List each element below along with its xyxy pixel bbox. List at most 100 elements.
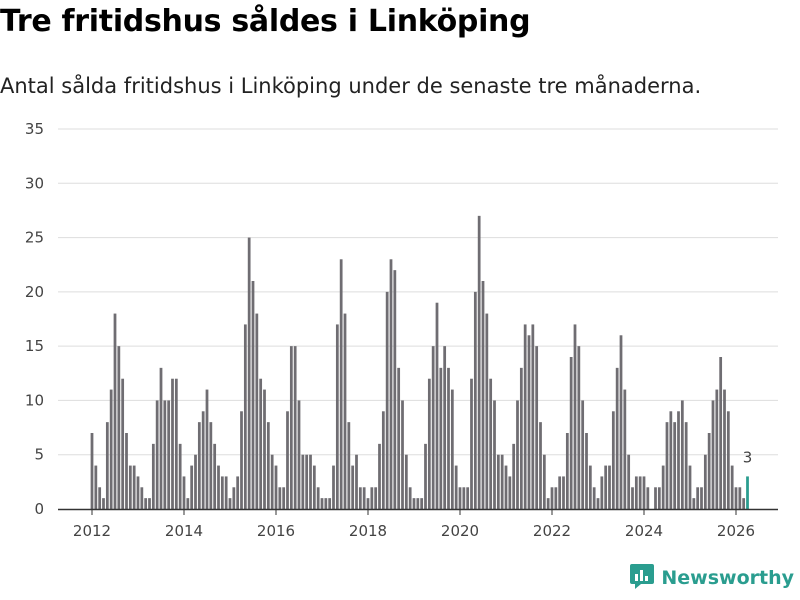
bar	[458, 487, 462, 509]
bar	[159, 367, 163, 509]
bar	[117, 346, 121, 509]
bar	[397, 367, 401, 509]
bar	[523, 324, 527, 509]
bar	[301, 454, 305, 509]
bar	[378, 443, 381, 509]
bar	[236, 476, 240, 509]
x-tick-label: 2022	[533, 522, 571, 540]
bar	[94, 465, 98, 509]
bar	[136, 476, 140, 509]
bar	[577, 346, 581, 509]
bar	[213, 443, 217, 509]
x-tick-label: 2018	[349, 522, 387, 540]
bar	[305, 454, 309, 509]
bar	[562, 476, 565, 509]
bar	[121, 378, 125, 509]
bar	[355, 454, 358, 509]
bar	[700, 487, 703, 509]
y-axis: 0 5 10 15 20 25 30 35	[25, 120, 44, 518]
bar	[627, 454, 631, 509]
last-value-label: 3	[743, 448, 753, 466]
bar	[473, 291, 477, 509]
bar	[588, 465, 592, 509]
bar	[385, 291, 389, 509]
bar	[531, 324, 535, 509]
bar	[339, 259, 343, 509]
bar	[711, 400, 715, 509]
bar	[190, 465, 194, 509]
bar	[516, 400, 519, 509]
bar	[259, 378, 263, 509]
bar	[730, 465, 734, 509]
bar	[450, 389, 454, 509]
bar	[527, 335, 531, 509]
brand[interactable]: Newsworthy	[629, 562, 794, 594]
bar	[454, 465, 458, 509]
bar	[431, 346, 435, 509]
bar	[309, 454, 312, 509]
bar	[286, 411, 289, 509]
bar	[263, 389, 266, 509]
y-tick-label: 5	[34, 446, 44, 464]
bar	[167, 400, 171, 509]
bar	[519, 367, 523, 509]
bar	[182, 476, 186, 509]
bar	[592, 487, 596, 509]
bar	[335, 324, 339, 509]
bar	[381, 411, 385, 509]
bar	[535, 346, 539, 509]
bar	[109, 389, 113, 509]
bar	[427, 378, 431, 509]
bar	[565, 433, 569, 509]
bar	[194, 454, 197, 509]
bar	[673, 422, 677, 509]
bar	[435, 302, 439, 509]
bar	[125, 433, 128, 509]
bar	[657, 487, 661, 509]
bar	[558, 476, 562, 509]
x-tick-label: 2012	[73, 522, 111, 540]
bar	[715, 389, 719, 509]
bar	[343, 313, 347, 509]
bar	[703, 454, 707, 509]
bar	[661, 465, 665, 509]
bar	[631, 487, 634, 509]
bar	[504, 465, 508, 509]
bar	[654, 487, 657, 509]
y-tick-label: 10	[25, 391, 44, 409]
bar	[243, 324, 247, 509]
bar	[738, 487, 742, 509]
bar	[554, 487, 558, 509]
brand-name: Newsworthy	[661, 567, 794, 589]
bar	[247, 237, 251, 510]
bar	[140, 487, 144, 509]
bar	[155, 400, 159, 509]
bar	[266, 422, 270, 509]
bar	[278, 487, 282, 509]
bar	[500, 454, 504, 509]
bar	[638, 476, 642, 509]
bar	[366, 498, 370, 509]
bar	[508, 476, 512, 509]
bar	[604, 465, 608, 509]
x-tick-label: 2020	[441, 522, 479, 540]
bar	[401, 400, 404, 509]
bar	[316, 487, 320, 509]
bar	[197, 422, 201, 509]
bar	[324, 498, 328, 509]
y-tick-label: 15	[25, 337, 44, 355]
chart-subtitle: Antal sålda fritidshus i Linköping under…	[0, 74, 702, 98]
bar	[293, 346, 297, 509]
bar	[412, 498, 416, 509]
bar	[539, 422, 542, 509]
bar	[424, 443, 427, 509]
bar	[201, 411, 205, 509]
bar	[726, 411, 730, 509]
bar	[600, 476, 604, 509]
y-tick-label: 35	[25, 120, 44, 138]
bar	[174, 378, 178, 509]
bar	[646, 487, 650, 509]
bar	[611, 411, 615, 509]
bar-latest	[746, 476, 749, 509]
bar	[615, 367, 619, 509]
